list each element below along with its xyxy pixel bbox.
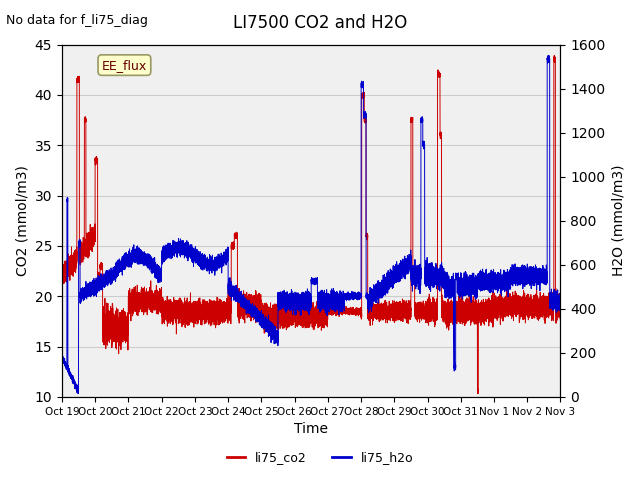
Y-axis label: CO2 (mmol/m3): CO2 (mmol/m3) [15,165,29,276]
li75_co2 [557,310,564,316]
li75_co2 [467,307,475,312]
li75_co2 [550,53,558,59]
li75_h2o [455,288,463,293]
Legend: li75_co2, li75_h2o: li75_co2, li75_h2o [221,446,419,469]
Text: No data for f_li75_diag: No data for f_li75_diag [6,14,148,27]
X-axis label: Time: Time [294,422,328,436]
Y-axis label: H2O (mmol/m3): H2O (mmol/m3) [611,165,625,276]
li75_co2 [536,300,544,305]
li75_co2 [501,305,509,311]
li75_h2o [74,391,82,396]
li75_h2o [108,273,115,278]
li75_co2 [58,267,66,273]
li75_h2o [536,275,544,281]
li75_co2 [455,308,463,313]
li75_co2 [108,327,115,333]
Text: LI7500 CO2 and H2O: LI7500 CO2 and H2O [233,14,407,33]
Line: li75_h2o: li75_h2o [62,56,561,394]
li75_h2o [184,248,192,253]
li75_h2o [58,355,66,361]
li75_h2o [557,302,564,308]
Line: li75_co2: li75_co2 [62,56,561,394]
li75_co2 [474,391,482,396]
li75_h2o [467,281,475,287]
li75_h2o [545,53,553,59]
Text: EE_flux: EE_flux [102,59,147,72]
li75_co2 [184,313,192,319]
li75_h2o [501,270,509,276]
